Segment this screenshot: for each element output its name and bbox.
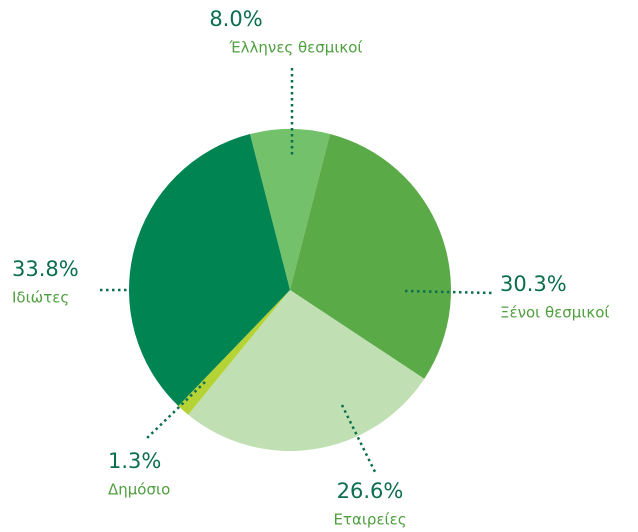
leader-line <box>404 289 493 295</box>
pie-slice <box>128 134 290 406</box>
value-label: 8.0% <box>209 7 262 31</box>
pie-slice <box>249 129 331 290</box>
category-label: Δημόσιο <box>108 481 170 499</box>
value-label: 1.3% <box>108 449 161 473</box>
pie-slice <box>178 290 290 415</box>
value-label: 33.8% <box>12 257 79 281</box>
category-label: Ιδιώτες <box>12 289 69 307</box>
leader-line <box>144 381 206 441</box>
category-label: Έλληνες θεσμικοί <box>228 39 362 57</box>
value-label: 26.6% <box>337 479 404 503</box>
category-label: Ξένοι θεσμικοί <box>500 304 610 322</box>
value-label: 30.3% <box>500 272 567 296</box>
pie-slice <box>290 134 451 379</box>
pie-slice <box>188 290 425 452</box>
leader-line <box>340 404 377 473</box>
category-label: Εταιρείες <box>333 511 406 529</box>
